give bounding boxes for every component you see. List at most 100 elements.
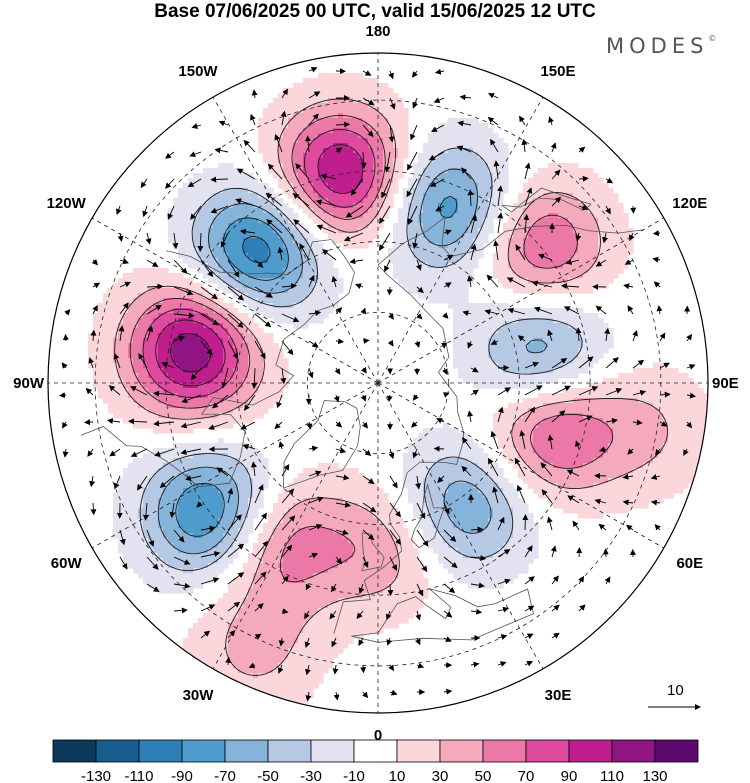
wind-arrow — [497, 634, 508, 640]
wind-arrow — [307, 367, 314, 379]
wind-arrow — [173, 336, 186, 342]
wind-arrow — [254, 340, 266, 360]
colorbar: -130 -110 -90 -70 -50 -30 -10 10 30 50 70 90 110 130 — [52, 739, 699, 783]
wind-arrow — [335, 556, 343, 565]
colorbar-tick-label: 30 — [432, 768, 449, 783]
wind-arrow — [516, 484, 526, 504]
wind-arrow — [411, 70, 418, 78]
wind-arrow — [433, 97, 445, 103]
meridian-line — [377, 382, 664, 549]
wind-arrow — [308, 470, 322, 477]
wind-arrow — [578, 415, 593, 423]
wind-arrow — [165, 178, 175, 189]
colorbar-tick-label: -10 — [343, 768, 365, 783]
wind-arrow — [173, 556, 191, 565]
wind-arrow — [547, 434, 554, 450]
map-boundary — [47, 52, 709, 714]
wind-arrow — [626, 524, 634, 531]
wind-arrow — [551, 385, 571, 396]
colorbar-swatch — [654, 739, 699, 763]
wind-arrow — [218, 120, 229, 127]
wind-arrow — [524, 576, 535, 585]
wind-arrow — [278, 441, 285, 450]
wind-arrow — [381, 178, 391, 199]
wind-arrow — [181, 394, 202, 403]
wind-arrow — [576, 547, 583, 558]
wind-arrow — [358, 583, 365, 594]
wind-arrow — [293, 219, 310, 234]
wind-arrow — [519, 430, 526, 450]
wind-arrow — [281, 515, 296, 531]
wind-arrow — [180, 421, 202, 429]
wind-arrow — [541, 489, 553, 504]
wind-arrow — [416, 662, 425, 669]
wind-arrow — [488, 457, 499, 477]
wind-arrow — [281, 488, 295, 504]
contour-lines — [114, 98, 669, 677]
wind-arrow — [305, 583, 312, 591]
wind-arrow — [322, 249, 337, 261]
wind-arrow — [523, 213, 530, 234]
wind-arrow — [604, 576, 611, 585]
longitude-label: 90E — [712, 375, 739, 392]
wind-arrow — [416, 556, 428, 573]
wind-arrow — [470, 582, 485, 589]
anomaly-cells — [88, 73, 708, 709]
wind-arrow — [254, 571, 267, 585]
wind-arrow — [578, 146, 586, 153]
wind-arrow — [632, 329, 638, 342]
wind-arrow — [299, 243, 310, 261]
wind-arrow — [90, 329, 97, 342]
wind-arrow — [493, 240, 500, 261]
wind-arrow — [566, 469, 580, 477]
wind-arrow — [595, 305, 607, 315]
wind-arrow — [443, 583, 456, 594]
wind-arrow — [306, 421, 313, 430]
colorbar-tick-label: 50 — [475, 768, 492, 783]
wind-arrow — [443, 502, 450, 515]
wind-arrow — [551, 604, 560, 612]
colorbar-tick-label: -110 — [125, 768, 154, 783]
colorbar-tick-label: 10 — [389, 768, 406, 783]
wind-arrow — [361, 421, 369, 429]
meridian-line — [92, 217, 379, 384]
wind-arrow — [630, 205, 637, 214]
wind-arrow — [280, 367, 287, 385]
wind-arrow — [443, 529, 457, 543]
colorbar-swatch — [181, 739, 226, 763]
colorbar-swatch — [138, 739, 183, 763]
modes-logo: MODES© — [606, 34, 716, 58]
wind-arrow — [410, 421, 418, 428]
wind-arrow — [167, 205, 175, 220]
wind-arrow — [329, 610, 337, 620]
wind-arrow — [187, 178, 202, 188]
wind-arrow — [578, 575, 585, 585]
wind-arrow — [412, 448, 419, 459]
meridian-line — [377, 382, 544, 669]
wind-arrow — [470, 555, 487, 562]
reference-vector-label: 10 — [667, 682, 684, 699]
wind-arrow — [412, 394, 419, 401]
wind-arrow — [200, 577, 220, 585]
wind-arrow — [565, 259, 580, 265]
wind-arrow — [443, 282, 452, 288]
wind-arrow — [274, 421, 283, 430]
wind-arrow — [281, 313, 300, 323]
wind-arrow — [386, 286, 393, 296]
wind-arrow — [467, 275, 473, 288]
colorbar-tick-label: 130 — [642, 768, 667, 783]
wind-arrow — [243, 139, 256, 153]
wind-arrow — [416, 529, 429, 547]
wind-arrow — [281, 463, 290, 477]
wind-arrow — [315, 199, 337, 207]
wind-arrow — [173, 529, 185, 543]
wind-arrow — [146, 325, 154, 342]
wind-arrow — [225, 656, 232, 666]
wind-arrow — [524, 385, 543, 396]
wind-arrow — [443, 688, 453, 695]
wind-arrow — [349, 258, 364, 265]
wind-arrow — [362, 97, 375, 106]
wind-arrow — [362, 124, 374, 138]
coast-greenland — [282, 400, 361, 489]
